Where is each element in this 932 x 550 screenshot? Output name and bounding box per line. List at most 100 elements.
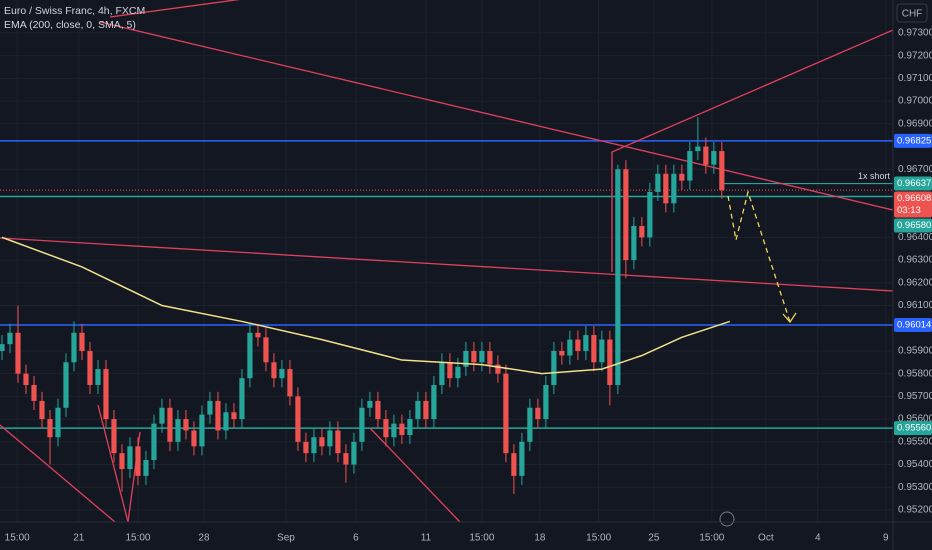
candle-body [375, 400, 381, 420]
candle-body [543, 385, 549, 420]
x-tick-label: 15:00 [586, 533, 611, 544]
candle-body [551, 350, 557, 386]
price-tag-label: 0.95560 [897, 423, 931, 434]
candle-body [103, 369, 109, 420]
candle-body [711, 151, 717, 165]
candle-body [223, 412, 229, 431]
price-tag [894, 218, 932, 233]
candle-body [295, 396, 301, 442]
candle-body [319, 437, 325, 447]
x-tick-label: 15:00 [5, 533, 30, 544]
price-tag-label: 0.96825 [897, 135, 931, 146]
y-tick-label: 0.97200 [898, 50, 932, 61]
candle-body [503, 373, 509, 454]
candle-body [111, 419, 117, 454]
candle-body [639, 226, 645, 238]
y-tick-label: 0.95400 [898, 459, 932, 470]
candle-body [455, 366, 461, 379]
candle-body [383, 419, 389, 438]
y-tick-label: 0.96400 [898, 232, 932, 243]
candle-body [647, 191, 653, 238]
candle-body [63, 362, 69, 408]
candle-body [463, 350, 469, 367]
currency-box[interactable] [896, 3, 928, 23]
candle-body [39, 400, 45, 420]
candle-body [95, 369, 101, 386]
candle-body [367, 400, 373, 408]
candle-body [511, 453, 517, 476]
trend-line [0, 237, 894, 292]
price-tag-label: 0.96637 [897, 178, 931, 189]
trend-line [99, 21, 894, 211]
candle-body [191, 430, 197, 447]
price-tag [894, 421, 932, 436]
y-tick-label: 0.95800 [898, 368, 932, 379]
candle-body [231, 412, 237, 420]
candle-body [327, 430, 333, 447]
x-tick-label: 11 [421, 533, 432, 544]
candle-body [7, 332, 13, 345]
candle-body [335, 430, 341, 454]
candle-body [599, 339, 605, 363]
y-tick-label: 0.97000 [898, 96, 932, 107]
candle-body [423, 400, 429, 420]
candle-body [23, 373, 29, 386]
indicator-legend: EMA (200, close, 0, SMA, 5) [4, 19, 136, 31]
y-tick-label: 0.95500 [898, 436, 932, 447]
candle-body [703, 146, 709, 165]
candle-body [135, 446, 141, 476]
y-tick-label: 0.96900 [898, 118, 932, 129]
y-tick-label: 0.96300 [898, 255, 932, 266]
x-tick-label: 25 [648, 533, 660, 544]
candle-body [623, 169, 629, 261]
candle-body [351, 441, 357, 465]
candle-body [71, 332, 77, 363]
price-tag [894, 176, 932, 191]
price-tag [894, 318, 932, 333]
candle-body [31, 385, 37, 401]
candle-body [527, 407, 533, 442]
y-tick-label: 0.97100 [898, 73, 932, 84]
candle-body [495, 364, 501, 374]
chart-title: Euro / Swiss Franc, 4h, FXCM [4, 5, 145, 17]
candle-body [663, 173, 669, 204]
axes: 0.97300 0.97200 0.97100 0.97000 0.96900 0.967… [5, 28, 932, 544]
y-tick-label: 0.95300 [898, 482, 932, 493]
price-tag-label: 0.96014 [897, 320, 931, 331]
trend-line [611, 29, 894, 272]
ema-line [1, 236, 731, 375]
candle-body [183, 419, 189, 431]
candle-body [143, 459, 149, 476]
candle-body [199, 414, 205, 447]
candle-body [287, 369, 293, 397]
candle-body [55, 407, 61, 438]
trend-line [0, 424, 116, 523]
y-tick-label: 0.95900 [898, 346, 932, 357]
candle-body [87, 350, 93, 386]
candle-body [127, 446, 133, 470]
candle-body [279, 369, 285, 379]
candle-body [79, 332, 85, 351]
candle-body [719, 151, 725, 191]
candle-body [559, 350, 565, 356]
x-tick-label: 15:00 [699, 533, 724, 544]
candles [0, 116, 731, 495]
candle-body [631, 226, 637, 261]
candle-body [575, 339, 581, 351]
y-tick-label: 0.95700 [898, 391, 932, 402]
price-tag [894, 191, 932, 218]
candle-body [311, 437, 317, 454]
y-tick-label: 0.95200 [898, 505, 932, 516]
replay-icon[interactable] [719, 511, 735, 527]
candle-body [343, 453, 349, 465]
y-tick-label: 0.96200 [898, 277, 932, 288]
candle-body [255, 332, 261, 338]
candle-body [607, 339, 613, 386]
candle-body [479, 350, 485, 363]
candle-body [207, 400, 213, 415]
candle-body [247, 332, 253, 379]
drawings [0, 0, 894, 527]
price-tag [894, 133, 932, 148]
candle-body [447, 362, 453, 379]
